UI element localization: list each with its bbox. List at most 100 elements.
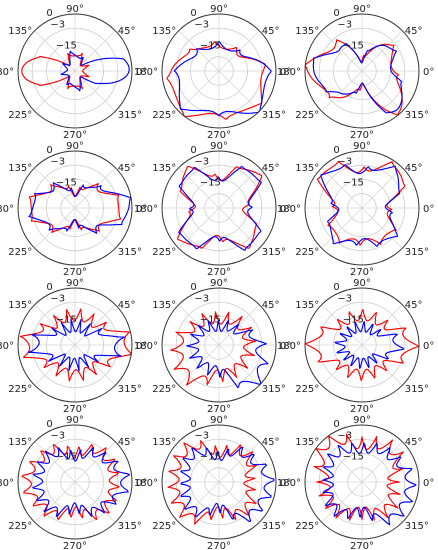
grid-spoke — [34, 167, 76, 209]
angle-tick-label: 135° — [152, 163, 176, 174]
polar-frame — [161, 424, 277, 540]
angle-tick-label: 180° — [277, 67, 301, 78]
angle-tick-label: 135° — [295, 26, 319, 37]
grid-spoke — [34, 481, 76, 523]
radial-tick-label: −15 — [56, 452, 77, 463]
angle-tick-label: 225° — [152, 521, 176, 532]
angle-tick-label: 45° — [405, 300, 423, 311]
polar-frame — [17, 424, 133, 540]
blue-pattern-trace — [60, 50, 130, 92]
blue-pattern-trace — [186, 319, 269, 389]
radial-tick-label: 0 — [46, 8, 52, 19]
angle-tick-label: 45° — [262, 300, 280, 311]
angle-tick-label: 225° — [295, 521, 319, 532]
angle-tick-label: 270° — [350, 541, 374, 550]
blue-pattern-trace — [180, 446, 275, 523]
polar-plot-4-2: 0° 45° 90° 135° 180° 225° 270° 315° 0−3 −15 — [134, 415, 291, 550]
blue-pattern-trace — [28, 182, 132, 234]
polar-plot-3-3: 0° 45° 90° 135° 180° 225° 270° 315° 0−3 −15 — [277, 278, 434, 415]
grid-spoke — [361, 30, 403, 72]
angle-tick-label: 180° — [134, 67, 158, 78]
angle-tick-label: 0° — [136, 341, 147, 352]
angle-tick-label: 315° — [118, 247, 142, 258]
polar-plot-4-1: 0° 45° 90° 135° 180° 225° 270° 315° 0−3 −15 — [0, 415, 147, 550]
angle-tick-label: 315° — [405, 384, 429, 395]
polar-plot-2-2: 0° 45° 90° 135° 180° 225° 270° 315° 0−3 −15 — [134, 141, 291, 278]
grid-spoke — [74, 207, 116, 249]
radial-tick-label: −3 — [50, 430, 65, 441]
radial-tick-label: −15 — [56, 41, 77, 52]
angle-tick-label: 90° — [210, 415, 228, 426]
polar-plot-1-3: 0° 45° 90° 135° 180° 225° 270° 315° 0−3 −15 — [277, 4, 434, 141]
angle-tick-label: 270° — [350, 404, 374, 415]
grid-spoke — [218, 344, 260, 386]
angle-tick-label: 315° — [405, 110, 429, 121]
grid-spoke — [321, 481, 363, 523]
grid-spoke — [74, 344, 116, 386]
angle-tick-label: 180° — [0, 341, 14, 352]
grid-spoke — [218, 70, 260, 112]
angle-tick-label: 0° — [423, 67, 434, 78]
angle-tick-label: 90° — [66, 141, 84, 152]
angle-tick-label: 225° — [295, 110, 319, 121]
angle-tick-label: 0° — [423, 478, 434, 489]
angle-tick-label: 135° — [152, 26, 176, 37]
angle-tick-label: 45° — [118, 26, 136, 37]
radial-tick-label: −3 — [194, 430, 209, 441]
angle-tick-label: 315° — [262, 110, 286, 121]
grid-spoke — [74, 304, 116, 346]
radial-tick-label: −3 — [337, 430, 352, 441]
angle-tick-label: 270° — [207, 404, 231, 415]
radial-tick-label: 0 — [333, 145, 339, 156]
angle-tick-label: 270° — [63, 267, 87, 278]
radial-tick-label: 0 — [46, 282, 52, 293]
angle-tick-label: 180° — [134, 204, 158, 215]
red-pattern-trace — [177, 165, 263, 249]
radial-tick-label: −15 — [200, 315, 221, 326]
angle-tick-label: 315° — [405, 521, 429, 532]
angle-tick-label: 270° — [63, 130, 87, 141]
grid-spoke — [178, 304, 220, 346]
blue-pattern-trace — [320, 164, 401, 247]
angle-tick-label: 135° — [295, 300, 319, 311]
polar-plot-4-3: 0° 45° 90° 135° 180° 225° 270° 315° 0−3 −15 — [277, 415, 434, 550]
angle-tick-label: 45° — [405, 437, 423, 448]
angle-tick-label: 225° — [295, 247, 319, 258]
angle-tick-label: 225° — [8, 247, 32, 258]
polar-plot-2-1: 0° 45° 90° 135° 180° 225° 270° 315° 0−3 −15 — [0, 141, 147, 278]
angle-tick-label: 270° — [63, 404, 87, 415]
angle-tick-label: 270° — [207, 130, 231, 141]
angle-tick-label: 0° — [280, 204, 291, 215]
grid-spoke — [34, 207, 76, 249]
grid-spoke — [321, 304, 363, 346]
radial-tick-label: −15 — [200, 452, 221, 463]
blue-pattern-trace — [178, 166, 262, 251]
radial-tick-label: −3 — [50, 293, 65, 304]
radial-tick-label: 0 — [190, 419, 196, 430]
radial-tick-label: −3 — [337, 293, 352, 304]
angle-tick-label: 180° — [0, 67, 14, 78]
grid-spoke — [361, 481, 403, 523]
grid-spoke — [74, 481, 116, 523]
radial-tick-label: −15 — [343, 452, 364, 463]
radial-tick-label: −15 — [343, 41, 364, 52]
angle-tick-label: 135° — [295, 437, 319, 448]
radial-tick-label: 0 — [46, 145, 52, 156]
angle-tick-label: 180° — [277, 478, 301, 489]
angle-tick-label: 315° — [262, 384, 286, 395]
angle-tick-label: 270° — [350, 130, 374, 141]
grid-spoke — [218, 481, 260, 523]
angle-tick-label: 45° — [405, 163, 423, 174]
angle-tick-label: 135° — [295, 163, 319, 174]
angle-tick-label: 225° — [8, 384, 32, 395]
angle-tick-label: 90° — [353, 415, 371, 426]
polar-frame — [161, 150, 277, 266]
grid-spoke — [361, 441, 403, 483]
angle-tick-label: 225° — [8, 521, 32, 532]
radial-tick-label: −3 — [337, 19, 352, 30]
angle-tick-label: 315° — [118, 384, 142, 395]
grid-spoke — [34, 441, 76, 483]
angle-tick-label: 0° — [280, 478, 291, 489]
radial-tick-label: −15 — [343, 315, 364, 326]
angle-tick-label: 90° — [210, 278, 228, 289]
